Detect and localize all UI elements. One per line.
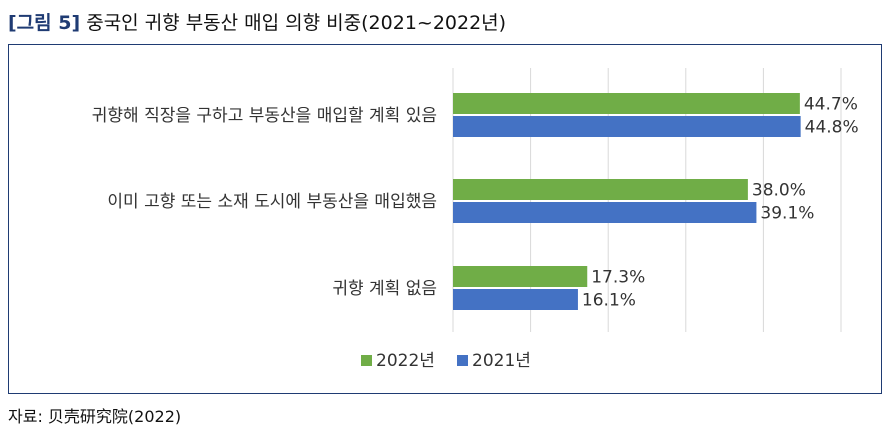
legend-swatch xyxy=(361,355,372,366)
legend-label: 2022년 xyxy=(376,351,435,371)
data-label: 39.1% xyxy=(760,204,814,224)
figure-title: [그림 5] 중국인 귀향 부동산 매입 의향 비중(2021~2022년) xyxy=(8,8,506,35)
legend-label: 2021년 xyxy=(472,351,531,371)
bar-2021 xyxy=(453,202,757,223)
data-label: 16.1% xyxy=(582,291,636,311)
bar-2022 xyxy=(453,266,588,287)
figure-title-text: 중국인 귀향 부동산 매입 의향 비중(2021~2022년) xyxy=(86,12,507,34)
figure-label: [그림 5] xyxy=(8,12,81,34)
bar-chart: 귀향해 직장을 구하고 부동산을 매입할 계획 있음 44.7% 44.8% 이미 고… xyxy=(92,68,859,371)
bar-2021 xyxy=(453,116,801,137)
data-label: 44.8% xyxy=(805,118,859,138)
source-note: 자료: 贝壳研究院(2022) xyxy=(8,407,182,426)
chart-frame: 귀향해 직장을 구하고 부동산을 매입할 계획 있음 44.7% 44.8% 이미 고… xyxy=(8,44,882,394)
data-label: 17.3% xyxy=(591,268,645,288)
category-label: 귀향해 직장을 구하고 부동산을 매입할 계획 있음 xyxy=(92,106,437,126)
bar-2022 xyxy=(453,93,800,114)
data-label: 38.0% xyxy=(752,181,806,201)
bar-2021 xyxy=(453,289,578,310)
category-label: 이미 고향 또는 소재 도시에 부동산을 매입했음 xyxy=(107,192,437,212)
legend-swatch xyxy=(457,355,468,366)
data-label: 44.7% xyxy=(804,95,858,115)
category-label: 귀향 계획 없음 xyxy=(332,279,437,299)
bar-2022 xyxy=(453,179,748,200)
